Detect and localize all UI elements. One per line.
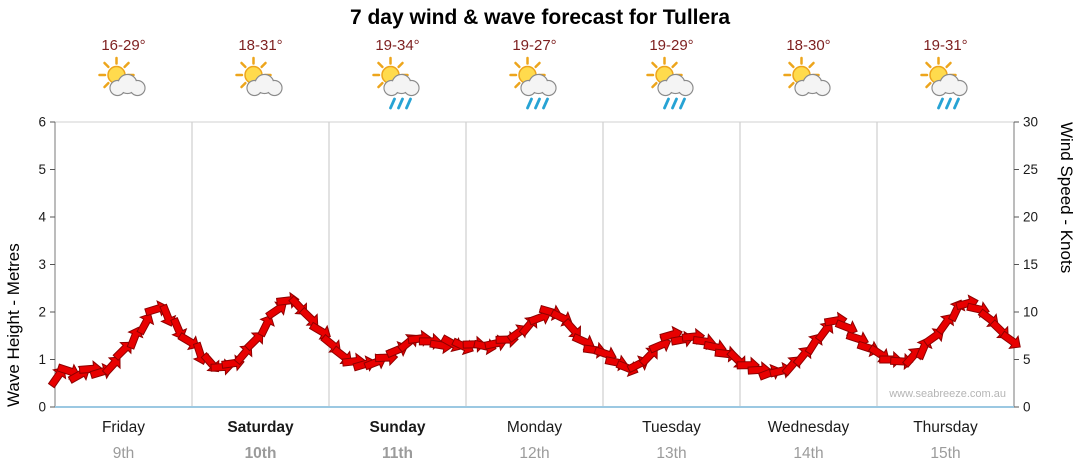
sun-ray [925,61,932,69]
sun-ray [240,81,247,89]
day-label: Saturday [227,419,294,436]
wind-arrow [233,344,253,366]
date-label: 12th [519,445,549,462]
sun-ray [651,81,658,89]
day-label: Tuesday [642,419,701,436]
cloud [541,81,556,95]
wind-arrow [922,328,945,347]
temp-range: 19-31° [923,37,967,54]
wave-tick-label: 2 [38,305,46,320]
sun-ray [103,61,110,69]
day-label: Monday [507,419,562,436]
raindrop [953,97,960,110]
sun-ray [671,61,678,69]
wave-tick-label: 0 [38,400,46,415]
cloud [267,81,282,95]
wave-tick-label: 3 [38,257,46,272]
raindrop [534,97,541,110]
showers-icon [509,56,557,110]
raindrop [542,97,549,110]
wind-tick-label: 30 [1023,115,1038,130]
temp-range: 19-29° [649,37,693,54]
wave-tick-label: 1 [38,352,46,367]
raindrop [397,97,404,110]
cloud [404,81,419,95]
sun-ray [377,81,384,89]
sun-ray [945,61,952,69]
sun-ray [651,61,658,69]
date-label: 11th [382,445,413,462]
wind-arrow [814,321,834,343]
watermark: www.seabreeze.com.au [889,388,1006,400]
sun-ray [103,81,110,89]
wind-speed-axis-label: Wind Speed - Knots [1057,122,1076,274]
raindrop [945,97,952,110]
wave-tick-label: 4 [38,210,46,225]
wind-tick-label: 5 [1023,352,1031,367]
sun-ray [514,61,521,69]
raindrop [671,97,678,110]
wind-arrow [136,313,155,336]
temp-range: 18-30° [786,37,830,54]
sun-ray [377,61,384,69]
day-label: Wednesday [768,419,850,436]
date-label: 9th [113,445,135,462]
partly-cloudy-icon [98,56,146,97]
partly-cloudy-icon [783,56,831,97]
sun-ray [788,81,795,89]
sun-ray [240,61,247,69]
cloud [815,81,830,95]
showers-icon [372,56,420,110]
wave-tick-label: 6 [38,115,46,130]
temp-range: 18-31° [238,37,282,54]
wave-tick-label: 5 [38,162,46,177]
date-label: 14th [793,445,823,462]
showers-icon [920,56,968,110]
raindrop [937,97,944,110]
page-title: 7 day wind & wave forecast for Tullera [349,6,731,29]
sun-ray [808,61,815,69]
sun-ray [925,81,932,89]
sun-ray [123,61,130,69]
wind-tick-label: 10 [1023,305,1038,320]
date-label: 13th [656,445,686,462]
raindrop [389,97,396,110]
sun-ray [260,61,267,69]
day-label: Friday [102,419,145,436]
date-label: 15th [930,445,960,462]
wind-tick-label: 15 [1023,257,1038,272]
day-label: Sunday [370,419,426,436]
raindrop [405,97,412,110]
wind-tick-label: 25 [1023,162,1038,177]
cloud [952,81,967,95]
day-label: Thursday [913,419,978,436]
temp-range: 16-29° [101,37,145,54]
raindrop [679,97,686,110]
wind-arrow [257,314,275,338]
partly-cloudy-icon [235,56,283,97]
sun-ray [397,61,404,69]
temp-range: 19-34° [375,37,419,54]
wind-arrow [243,332,264,352]
showers-icon [646,56,694,110]
cloud [678,81,693,95]
raindrop [663,97,670,110]
sun-ray [514,81,521,89]
wind-arrow [101,356,121,377]
temp-range: 19-27° [512,37,556,54]
wind-tick-label: 0 [1023,400,1031,415]
wind-tick-label: 20 [1023,210,1038,225]
raindrop [526,97,533,110]
cloud [130,81,145,95]
wind-arrow [999,330,1021,349]
date-label: 10th [245,445,277,462]
sun-ray [788,61,795,69]
sun-ray [534,61,541,69]
